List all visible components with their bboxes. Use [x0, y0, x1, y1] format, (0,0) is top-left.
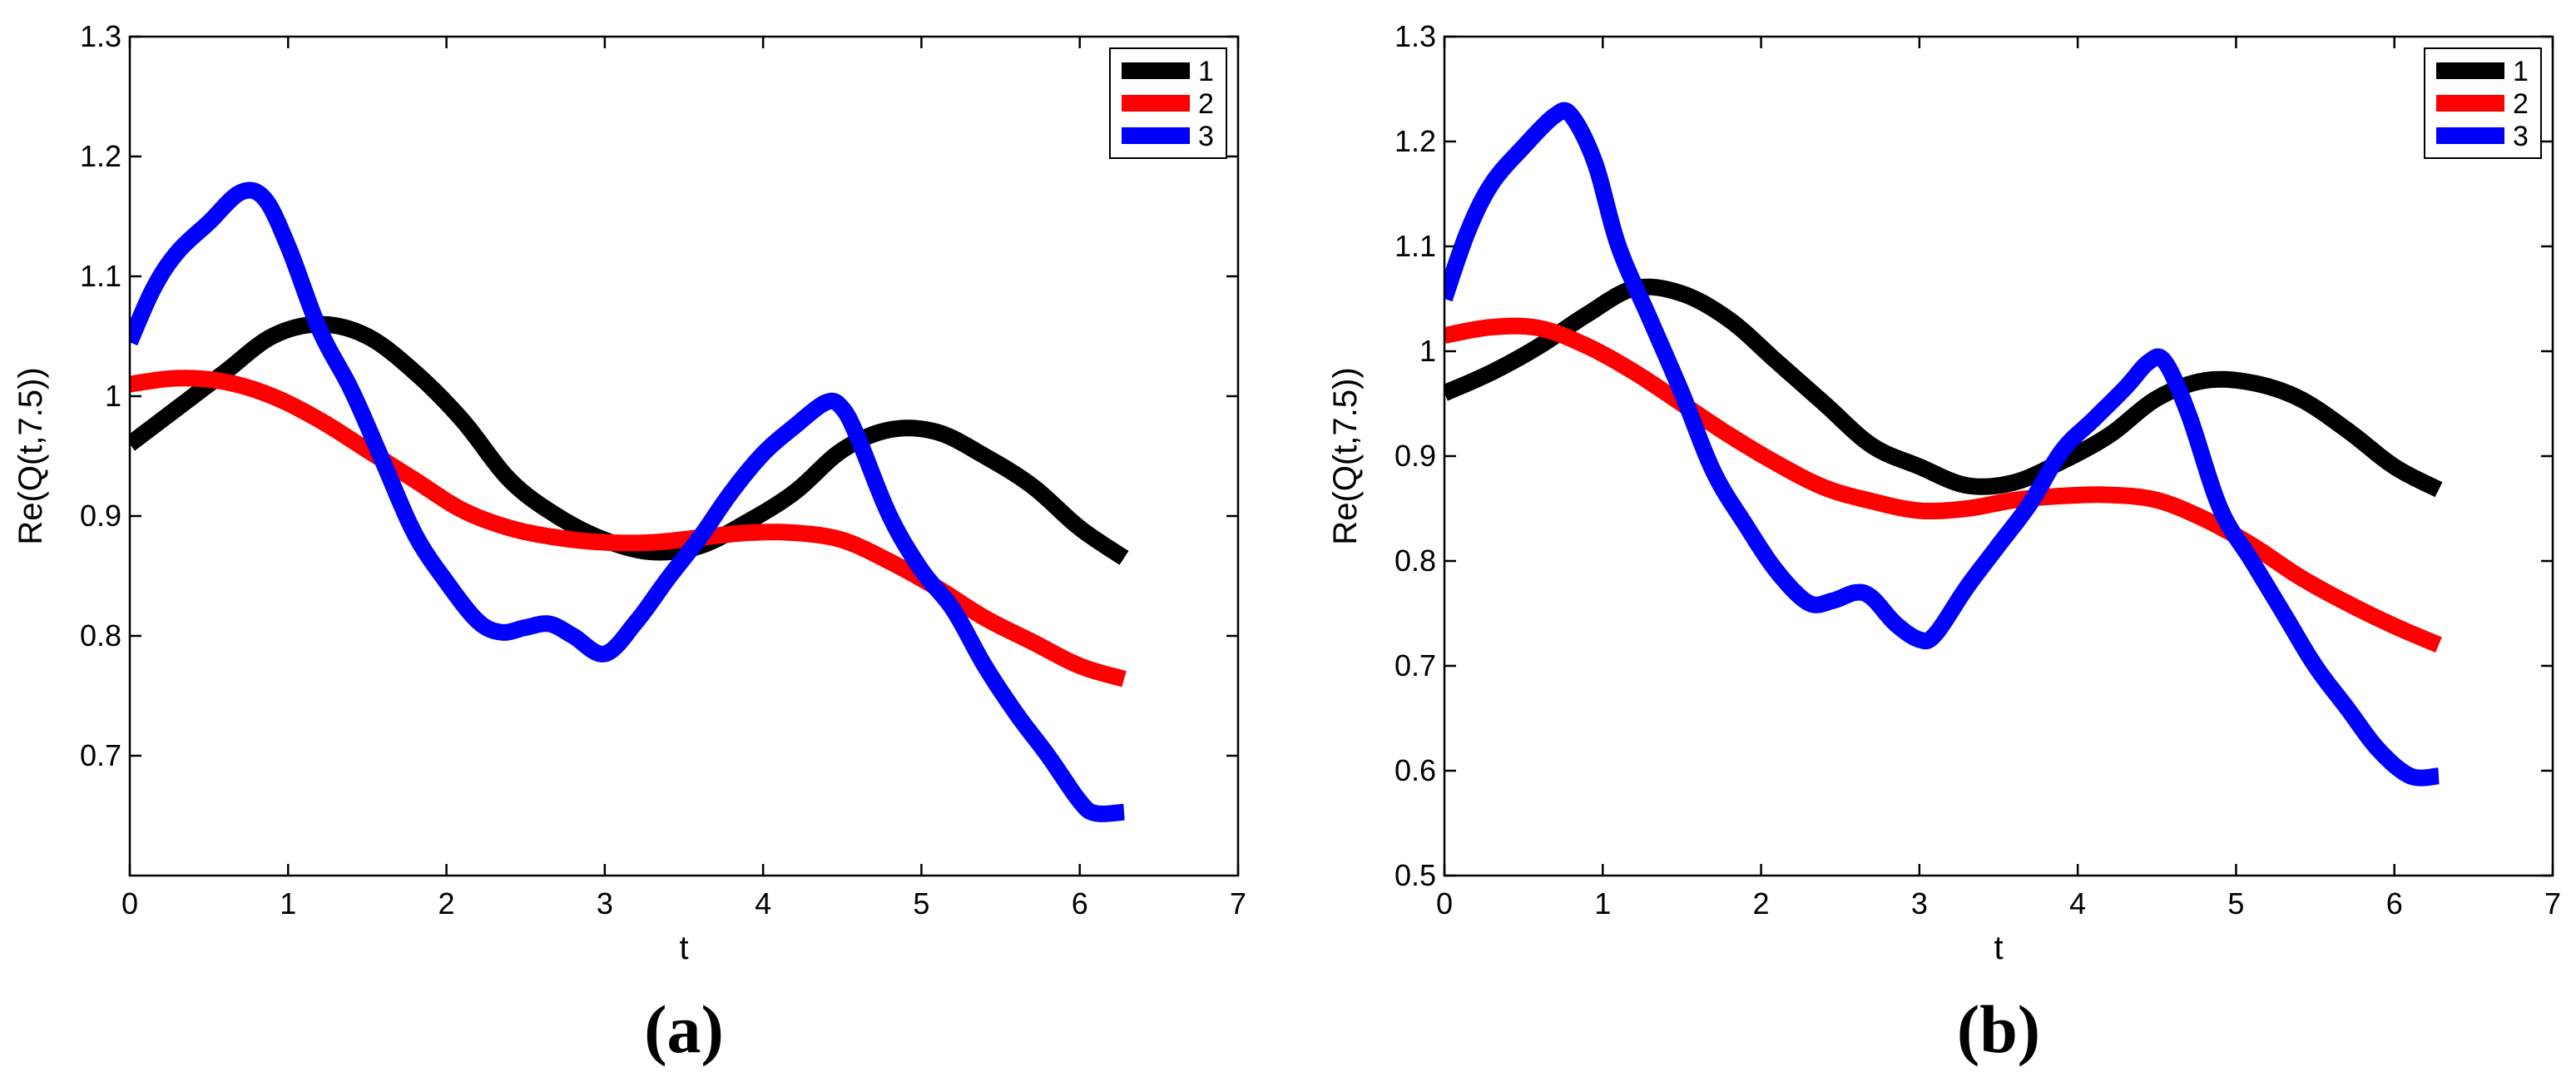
x-tick-label: 1 [1594, 886, 1611, 921]
y-axis-label: Re(Q(t,7.5)) [1327, 367, 1364, 544]
x-tick-label: 2 [438, 886, 455, 921]
y-tick-label: 0.5 [1395, 858, 1436, 892]
y-tick-label: 1.3 [1395, 19, 1436, 53]
y-tick-label: 1.2 [80, 139, 121, 173]
x-tick-label: 5 [913, 886, 929, 921]
y-tick-label: 1 [1419, 334, 1436, 368]
series-line-2 [130, 370, 1131, 687]
axes-box [128, 35, 1240, 877]
y-tick-label: 1.2 [1395, 124, 1436, 158]
y-tick-label: 1.1 [80, 259, 121, 293]
x-tick-label: 5 [2227, 886, 2244, 921]
legend: 123 [1109, 47, 1227, 159]
y-tick-label: 0.7 [1395, 648, 1436, 682]
y-tick-label: 0.9 [80, 499, 121, 533]
legend: 123 [2424, 47, 2542, 159]
panel-label: (a) [644, 991, 724, 1067]
x-tick-label: 6 [1072, 886, 1088, 921]
x-tick-label: 6 [2386, 886, 2403, 921]
series-line-3 [130, 181, 1132, 822]
legend-label-2: 2 [2513, 88, 2529, 120]
series-group [130, 181, 1132, 822]
panel-label: (b) [1957, 991, 2040, 1067]
x-axis-label: t [1994, 930, 2003, 966]
legend-label-3: 3 [2513, 121, 2529, 152]
chart-panel-1: 0 1 2 3 4 5 6 70.70.80.911.11.21.3tRe(Q(t,7.5))… [12, 19, 1246, 1067]
series-line-1 [1444, 278, 2445, 498]
legend-label-1: 1 [2513, 56, 2529, 87]
x-tick-label: 2 [1753, 886, 1770, 921]
x-tick-label: 0 [121, 886, 138, 921]
x-tick-label: 0 [1436, 886, 1453, 921]
y-tick-label: 1.3 [80, 19, 121, 53]
plot-area [130, 37, 1238, 876]
legend-label-3: 3 [1198, 121, 1214, 152]
x-tick-label: 3 [1911, 886, 1928, 921]
series-line-3 [1444, 102, 2446, 787]
x-tick-label: 7 [1230, 886, 1246, 921]
x-tick-label: 3 [597, 886, 613, 921]
x-tick-label: 4 [2069, 886, 2086, 921]
y-tick-label: 0.8 [1395, 543, 1436, 578]
y-tick-label: 0.7 [80, 738, 121, 772]
legend-label-1: 1 [1198, 56, 1214, 87]
y-tick-label: 0.8 [80, 618, 121, 653]
chart-panel-2: 0 1 2 3 4 5 6 70.50.60.70.80.911.11.21.3tRe(Q(t… [1327, 19, 2561, 1067]
y-axis-label: Re(Q(t,7.5)) [12, 367, 49, 544]
y-tick-label: 0.6 [1395, 753, 1436, 787]
series-group [1444, 102, 2446, 787]
legend-label-2: 2 [1198, 88, 1214, 120]
y-tick-label: 1.1 [1395, 229, 1436, 263]
series-line-2 [1444, 317, 2445, 653]
x-tick-label: 7 [2544, 886, 2561, 921]
y-tick-label: 0.9 [1395, 439, 1436, 473]
x-tick-label: 1 [280, 886, 296, 921]
x-tick-label: 4 [755, 886, 771, 921]
y-tick-label: 1 [105, 379, 121, 413]
x-axis-label: t [679, 930, 688, 966]
